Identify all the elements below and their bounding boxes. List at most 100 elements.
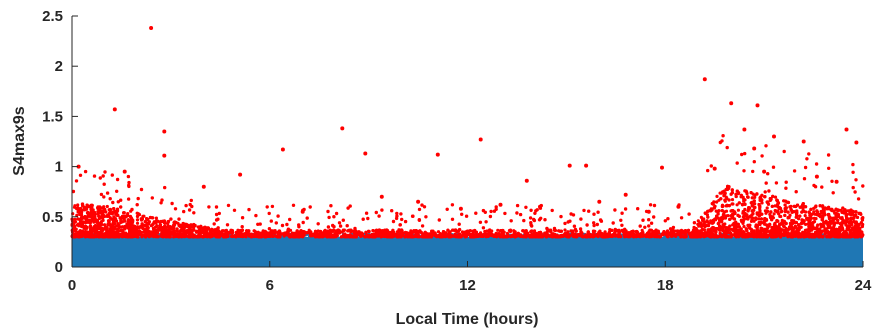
data-point (822, 211, 827, 215)
data-point (699, 222, 703, 226)
data-point (73, 204, 77, 208)
data-point (524, 229, 528, 233)
data-point (99, 220, 104, 224)
data-point (790, 232, 794, 236)
data-point (746, 195, 750, 199)
data-point (337, 229, 341, 233)
data-point (782, 219, 786, 223)
data-point (812, 216, 816, 220)
data-point (735, 203, 739, 207)
data-point (854, 210, 858, 214)
data-point (801, 204, 805, 208)
data-point (783, 203, 787, 207)
data-point (135, 221, 140, 225)
data-point (757, 217, 761, 221)
data-point (765, 206, 769, 210)
data-point (778, 214, 782, 218)
data-point (763, 222, 767, 226)
data-point (754, 216, 758, 220)
data-point (483, 233, 487, 237)
data-point (860, 224, 864, 229)
data-point (743, 207, 747, 212)
data-point (163, 224, 167, 228)
data-point (720, 220, 724, 224)
data-point (847, 209, 851, 213)
data-point (705, 219, 709, 223)
data-point (453, 232, 457, 236)
data-point (752, 199, 756, 203)
data-point (719, 197, 723, 201)
data-point (105, 204, 109, 209)
data-point (850, 222, 854, 227)
data-point (830, 229, 834, 233)
data-point (479, 231, 483, 235)
data-point (349, 230, 353, 234)
data-point (371, 229, 375, 233)
data-point (832, 221, 836, 225)
data-point (75, 213, 79, 217)
data-point (483, 229, 487, 234)
data-point (751, 216, 755, 220)
data-point (736, 208, 741, 212)
data-point (559, 229, 564, 233)
data-point (825, 235, 829, 239)
data-point (784, 221, 788, 226)
data-point (96, 212, 100, 216)
data-point (743, 202, 747, 206)
data-point (151, 226, 156, 230)
data-point (670, 234, 674, 238)
data-point (617, 234, 621, 238)
data-point (370, 234, 374, 238)
data-point (128, 214, 132, 219)
data-point (763, 217, 767, 221)
data-point (97, 216, 102, 220)
data-point (662, 230, 666, 234)
data-point (740, 203, 745, 207)
data-point (755, 192, 759, 196)
data-point (790, 219, 794, 223)
data-point (827, 215, 831, 219)
data-point (789, 235, 793, 239)
data-point (766, 209, 770, 213)
data-point (706, 215, 710, 219)
data-point (88, 224, 92, 228)
data-point (282, 232, 286, 237)
data-point (316, 229, 320, 233)
data-point (122, 211, 126, 215)
data-point (183, 231, 187, 235)
data-point (770, 218, 774, 222)
data-point (714, 209, 718, 213)
data-point (206, 226, 210, 231)
data-point (816, 223, 820, 227)
plot-points (70, 26, 865, 267)
data-point (819, 225, 823, 229)
data-point (172, 223, 176, 227)
data-point (436, 230, 441, 234)
data-point (704, 211, 708, 216)
data-point (154, 216, 158, 220)
data-point (337, 231, 342, 235)
data-point (479, 234, 483, 238)
data-point (742, 224, 746, 229)
data-point (773, 221, 777, 225)
data-point (814, 204, 818, 208)
data-point (155, 224, 159, 228)
data-point (724, 209, 729, 213)
data-point (73, 217, 77, 221)
data-point (123, 224, 127, 229)
data-point (777, 212, 781, 216)
data-point (112, 207, 116, 211)
data-point (846, 220, 850, 224)
data-point (772, 212, 776, 216)
data-point (736, 191, 741, 196)
data-point (78, 229, 82, 233)
data-point (815, 209, 819, 213)
data-point (156, 235, 160, 239)
data-point (722, 193, 727, 197)
data-point (836, 221, 840, 225)
data-point (696, 219, 700, 223)
data-point (682, 235, 686, 239)
data-point (749, 227, 753, 231)
data-point (730, 202, 734, 206)
data-point (807, 210, 811, 214)
